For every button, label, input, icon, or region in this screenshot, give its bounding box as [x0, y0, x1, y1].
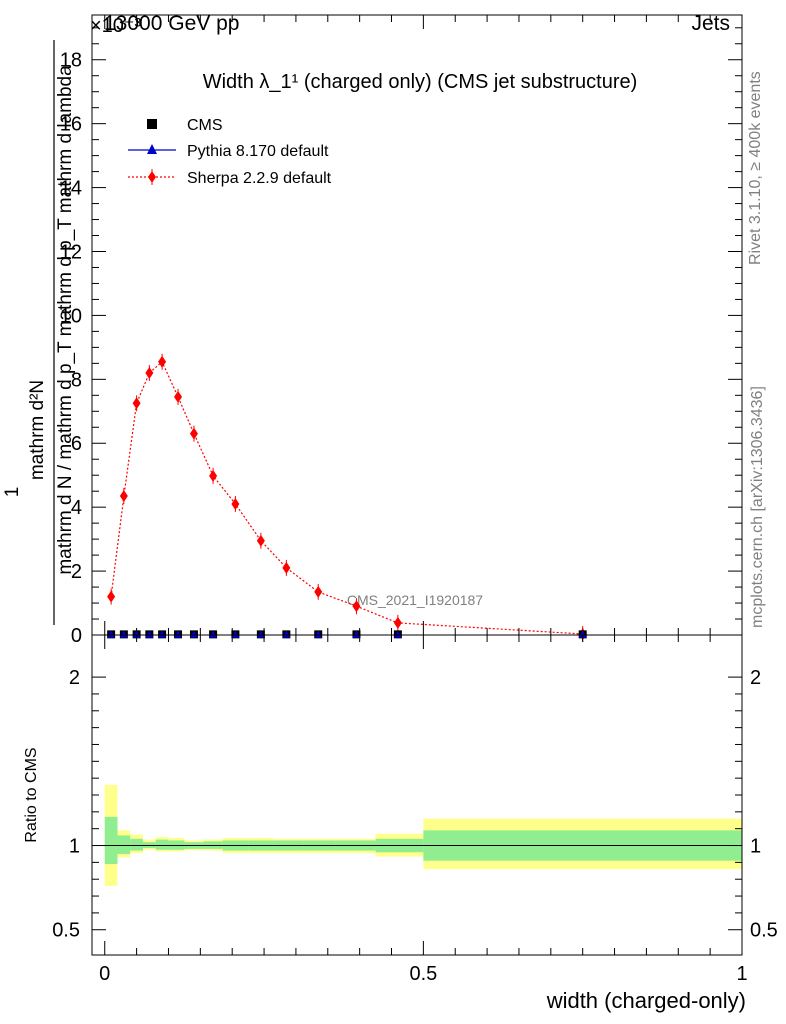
main-y-tick-label: 18	[60, 50, 82, 72]
ratio-x-tick-label: 0.5	[409, 963, 437, 985]
main-y-tick-label: 4	[71, 497, 82, 519]
pythia-point	[145, 630, 154, 638]
y-title-denominator: mathrm d N / mathrm d p_T mathrm d p_T m…	[55, 65, 76, 575]
ratio-plot: 0.5 0.51 12 2 0 0.5 1 Ratio to CMS width (cha…	[23, 634, 778, 1013]
ratio-stat-band	[130, 838, 143, 851]
ratio-x-tick-label: 0	[99, 963, 110, 985]
ratio-plot-frame	[91, 634, 743, 956]
sherpa-point	[174, 390, 183, 403]
ratio-x-tick-label: 1	[736, 963, 747, 985]
pythia-point	[132, 630, 141, 638]
sherpa-point	[282, 561, 291, 574]
header-left: 13000 GeV pp	[104, 12, 239, 35]
sherpa-point	[209, 469, 218, 482]
sherpa-point	[145, 366, 154, 379]
ratio-y-tick-label-right: 2	[750, 667, 761, 689]
main-y-tick-label: 16	[60, 114, 82, 136]
main-plot: 0 2 4 6 8 10 12 14 16 18 Width λ_1¹ (charged only…	[60, 14, 743, 647]
main-y-tick-label: 6	[71, 433, 82, 455]
pythia-point	[231, 630, 240, 638]
sherpa-point	[393, 616, 402, 629]
header-right: Jets	[691, 12, 730, 35]
legend: CMS Pythia 8.170 default Sherpa 2.2.9 defa…	[128, 117, 332, 187]
legend-entry-label: CMS	[187, 117, 223, 134]
y-title-prefix: 1	[2, 487, 23, 498]
main-y-tick-label: 10	[60, 305, 82, 327]
ratio-stat-band	[104, 816, 118, 865]
main-y-tick-label: 8	[71, 369, 82, 391]
main-y-axis: 0 2 4 6 8 10 12 14 16 18	[60, 27, 742, 647]
pythia-point	[393, 630, 402, 638]
pythia-point	[314, 630, 323, 638]
main-series-layer	[107, 353, 587, 643]
sherpa-point	[158, 355, 167, 368]
main-y-tick-label: 0	[71, 625, 82, 647]
ratio-y-axis: 0.5 0.5 1 1 2 2	[52, 667, 778, 942]
ratio-y-tick-label-right: 0.5	[750, 920, 778, 942]
sherpa-point	[314, 585, 323, 598]
legend-pythia-marker	[147, 144, 157, 154]
ratio-stat-band	[155, 839, 169, 850]
main-plot-frame	[91, 14, 743, 636]
pythia-point	[282, 630, 291, 638]
sherpa-point	[132, 397, 141, 410]
sherpa-point	[107, 590, 116, 603]
y-title-numerator: mathrm d²N	[27, 380, 48, 480]
pythia-point	[158, 630, 167, 638]
main-y-tick-label: 2	[71, 561, 82, 583]
analysis-watermark: CMS_2021_I1920187	[347, 592, 483, 608]
main-y-axis-title: 1 mathrm d²N	[2, 40, 55, 625]
pythia-point	[578, 630, 587, 638]
sherpa-point	[256, 534, 265, 547]
plot-title: Width λ_1¹ (charged only) (CMS jet subst…	[203, 71, 638, 93]
pythia-point	[352, 630, 361, 638]
legend-cms-marker	[147, 119, 157, 129]
main-y-tick-label: 14	[60, 178, 82, 200]
ratio-y-tick-label: 0.5	[52, 920, 80, 942]
ratio-y-tick-label: 2	[69, 667, 80, 689]
ratio-y-tick-label: 1	[69, 836, 80, 858]
pythia-point	[119, 630, 128, 638]
ratio-stat-band	[117, 835, 131, 854]
sherpa-point	[231, 497, 240, 510]
main-y-tick-label: 12	[60, 241, 82, 263]
pythia-point	[256, 630, 265, 638]
sherpa-point	[119, 489, 128, 502]
legend-entry-label: Pythia 8.170 default	[187, 143, 329, 160]
main-x-axis	[104, 15, 743, 635]
pythia-point	[107, 630, 116, 638]
sherpa-point	[189, 427, 198, 440]
legend-sherpa-marker	[148, 171, 156, 183]
rivet-version-label: Rivet 3.1.10, ≥ 400k events	[747, 71, 764, 265]
pythia-point	[174, 630, 183, 638]
ratio-x-axis: 0 0.5 1	[99, 635, 748, 985]
x-axis-title: width (charged-only)	[546, 988, 746, 1013]
mcplots-label: mcplots.cern.ch [arXiv:1306.3436]	[749, 386, 766, 628]
ratio-bands	[104, 784, 742, 886]
pythia-point	[209, 630, 218, 638]
y-exponent-label: ×10⁻³	[90, 15, 141, 37]
ratio-y-tick-label-right: 1	[750, 836, 761, 858]
sherpa-point	[352, 600, 361, 613]
ratio-y-title: Ratio to CMS	[23, 747, 40, 842]
legend-entry-label: Sherpa 2.2.9 default	[187, 170, 332, 187]
pythia-point	[189, 630, 198, 638]
